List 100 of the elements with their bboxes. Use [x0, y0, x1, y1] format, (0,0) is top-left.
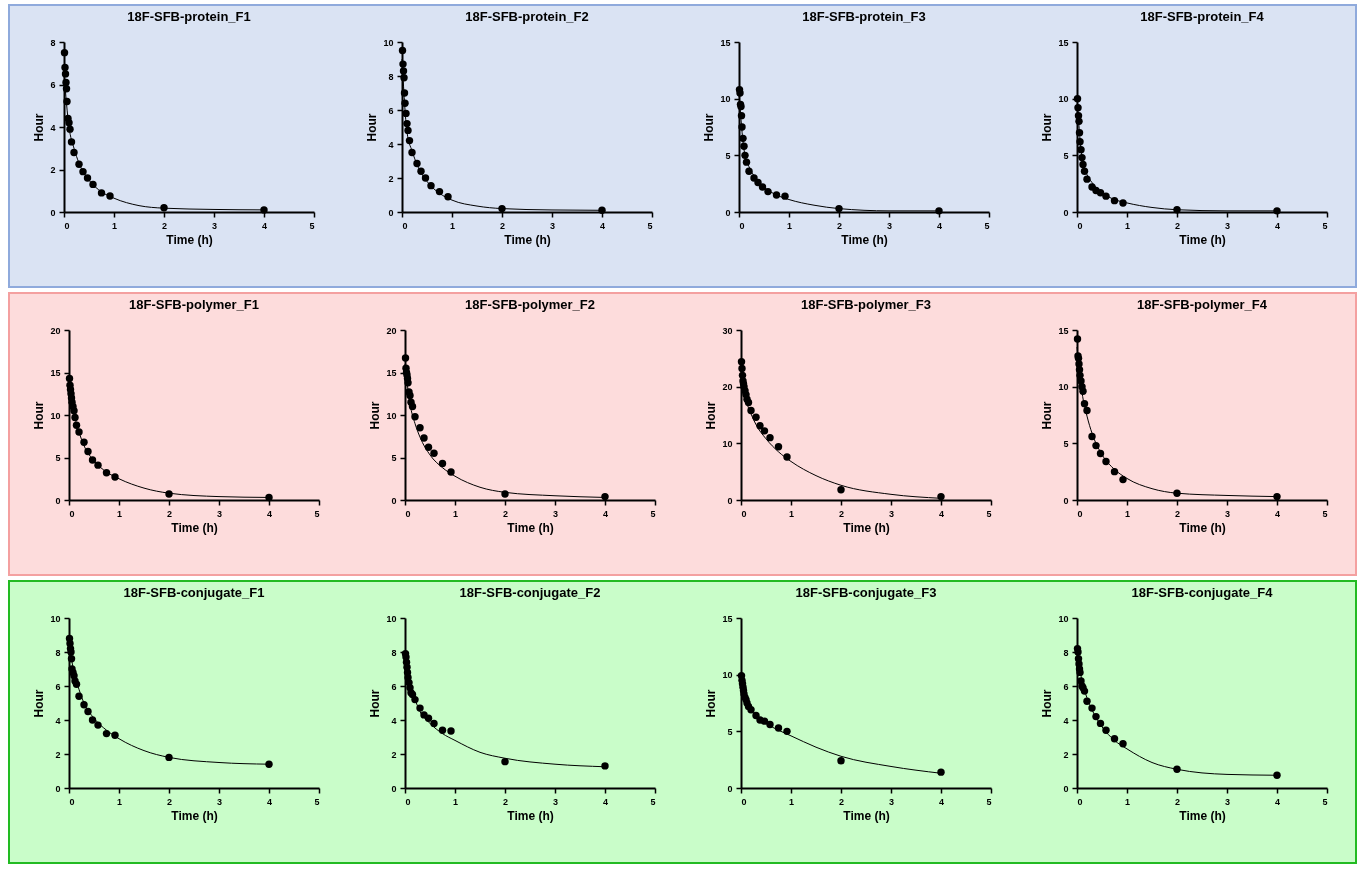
x-tick-label: 4 [262, 220, 268, 231]
y-tick-label: 6 [1063, 681, 1069, 692]
x-tick-label: 2 [162, 220, 168, 231]
y-tick-label: 8 [1063, 647, 1069, 658]
x-tick-label: 4 [266, 796, 272, 807]
x-tick-label: 1 [449, 220, 455, 231]
x-tick-label: 3 [887, 220, 893, 231]
x-tick-label: 0 [1077, 796, 1083, 807]
x-tick-label: 4 [1275, 796, 1281, 807]
x-tick-label: 3 [1224, 220, 1230, 231]
x-tick-label: 2 [166, 508, 172, 519]
x-axis-title: Time (h) [841, 232, 888, 247]
x-tick-label: 5 [314, 796, 320, 807]
chart-title: 18F-SFB-polymer_F3 [801, 297, 932, 312]
y-tick-label: 10 [722, 438, 733, 449]
x-tick-label: 0 [741, 796, 747, 807]
y-tick-label: 10 [50, 613, 61, 624]
y-tick-label: 6 [50, 80, 56, 90]
x-axis-title: Time (h) [843, 808, 890, 823]
x-tick-label: 2 [499, 220, 505, 231]
y-tick-label: 5 [727, 726, 733, 737]
y-tick-label: 5 [55, 453, 61, 463]
y-tick-label: 5 [1063, 438, 1069, 449]
y-tick-label: 2 [388, 173, 394, 184]
x-tick-label: 4 [939, 508, 945, 519]
y-tick-label: 15 [50, 368, 61, 378]
x-tick-label: 1 [116, 508, 122, 519]
chart-title: 18F-SFB-polymer_F2 [464, 297, 595, 312]
x-tick-label: 3 [1225, 796, 1231, 807]
x-axis-title: Time (h) [170, 808, 218, 823]
x-tick-label: 1 [116, 796, 122, 807]
y-tick-label: 15 [386, 368, 397, 378]
x-axis-title: Time (h) [1179, 232, 1226, 247]
x-axis-title: Time (h) [507, 808, 554, 823]
y-tick-label: 8 [55, 647, 61, 658]
x-tick-label: 4 [1274, 220, 1280, 231]
x-tick-label: 2 [837, 220, 843, 231]
x-tick-label: 0 [405, 508, 411, 519]
x-tick-label: 0 [69, 508, 75, 519]
x-tick-label: 3 [889, 796, 895, 807]
chart-title: 18F-SFB-polymer_F1 [128, 297, 259, 312]
x-axis-title: Time (h) [1179, 808, 1227, 823]
x-tick-label: 1 [787, 220, 793, 231]
x-tick-label: 3 [212, 220, 218, 231]
chart-title: 18F-SFB-protein_F2 [464, 9, 589, 24]
x-tick-label: 5 [314, 508, 320, 519]
y-tick-label: 4 [391, 715, 397, 726]
y-axis-title: Hour [702, 113, 717, 142]
x-tick-label: 0 [64, 220, 70, 231]
y-tick-label: 10 [1058, 613, 1069, 624]
y-axis-title: Hour [1040, 401, 1055, 430]
x-tick-label: 5 [650, 508, 656, 519]
x-tick-label: 2 [1175, 796, 1181, 807]
x-tick-label: 3 [216, 796, 222, 807]
x-axis-title: Time (h) [843, 520, 890, 535]
x-tick-label: 4 [937, 220, 943, 231]
x-tick-label: 5 [1322, 796, 1328, 807]
y-tick-label: 5 [391, 453, 397, 463]
y-tick-label: 20 [50, 325, 61, 336]
y-axis-title: Hour [368, 401, 383, 430]
y-tick-label: 30 [722, 325, 733, 336]
y-tick-label: 15 [1058, 37, 1069, 48]
x-tick-label: 3 [889, 508, 895, 519]
x-tick-label: 2 [839, 796, 845, 807]
y-tick-label: 8 [391, 647, 397, 658]
x-tick-label: 5 [650, 796, 656, 807]
y-tick-label: 10 [1058, 382, 1069, 393]
y-axis-title: Hour [365, 113, 380, 142]
x-tick-label: 5 [309, 220, 315, 231]
y-tick-label: 10 [1058, 94, 1069, 105]
y-axis-title: Hour [32, 689, 47, 718]
y-tick-label: 2 [55, 749, 61, 760]
y-axis-title: Hour [704, 689, 719, 718]
x-tick-label: 5 [1322, 508, 1328, 519]
x-tick-label: 5 [1322, 220, 1328, 231]
x-tick-label: 2 [839, 508, 845, 519]
chart-title: 18F-SFB-conjugate_F2 [459, 585, 601, 600]
x-tick-label: 1 [1125, 796, 1131, 807]
x-tick-label: 2 [1175, 508, 1181, 519]
y-tick-label: 10 [722, 670, 733, 681]
x-tick-label: 0 [402, 220, 408, 231]
x-axis-title: Time (h) [507, 520, 554, 535]
x-axis-title: Time (h) [504, 232, 551, 247]
y-tick-label: 15 [722, 613, 733, 624]
x-tick-label: 5 [986, 508, 992, 519]
y-tick-label: 0 [1063, 207, 1069, 218]
y-tick-label: 4 [388, 139, 394, 150]
x-tick-label: 2 [166, 796, 172, 807]
y-tick-label: 6 [391, 681, 397, 692]
x-tick-label: 2 [502, 508, 508, 519]
y-tick-label: 2 [50, 165, 56, 175]
y-axis-title: Hour [368, 689, 383, 718]
x-tick-label: 3 [216, 508, 222, 519]
y-tick-label: 20 [386, 325, 397, 336]
y-tick-label: 10 [386, 410, 397, 421]
chart-title: 18F-SFB-protein_F1 [127, 9, 252, 24]
x-tick-label: 1 [452, 508, 458, 519]
y-axis-title: Hour [32, 113, 47, 142]
y-tick-label: 0 [391, 495, 397, 506]
y-tick-label: 2 [1063, 749, 1069, 760]
